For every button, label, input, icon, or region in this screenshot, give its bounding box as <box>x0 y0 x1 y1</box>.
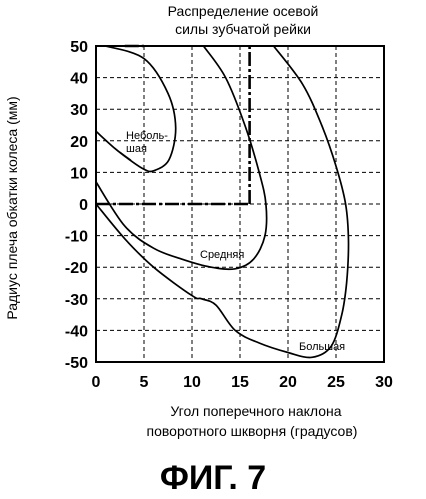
y-tick-label: -30 <box>65 292 88 309</box>
x-axis-label-line-1: Угол поперечного наклона <box>170 403 341 419</box>
series-label-large: Большая <box>299 341 345 353</box>
y-axis-ticks: -50 -40 -30 -20 -10 0 10 20 30 40 50 <box>65 39 88 372</box>
boundary-lines <box>96 46 250 204</box>
y-tick-label: 10 <box>70 165 88 182</box>
y-tick-label: 40 <box>70 71 88 88</box>
y-tick-label: 30 <box>70 102 88 119</box>
y-axis-label: Радиус плеча обкатки колеса (мм) <box>4 96 20 319</box>
figure-label: ФИГ. 7 <box>160 459 266 497</box>
x-axis-ticks: 0 5 10 15 20 25 30 <box>92 374 393 391</box>
y-tick-label: -20 <box>65 260 88 277</box>
series-label-small: шая <box>126 143 147 155</box>
chart-title-line-1: Распределение осевой <box>168 3 319 19</box>
series-line-large <box>96 46 349 357</box>
series-group: Неболь-шая Средняя Большая <box>96 46 349 357</box>
y-tick-label: -50 <box>65 355 88 372</box>
x-tick-label: 5 <box>140 374 149 391</box>
y-tick-label: 20 <box>70 134 88 151</box>
x-tick-label: 0 <box>92 374 101 391</box>
x-axis-label-line-2: поворотного шкворня (градусов) <box>147 423 358 439</box>
y-tick-label: -10 <box>65 229 88 246</box>
x-tick-label: 10 <box>183 374 201 391</box>
x-tick-label: 25 <box>327 374 345 391</box>
x-tick-label: 15 <box>231 374 249 391</box>
x-tick-label: 30 <box>375 374 393 391</box>
x-tick-label: 20 <box>279 374 297 391</box>
y-tick-label: 50 <box>70 39 88 56</box>
y-tick-label: -40 <box>65 323 88 340</box>
series-label-medium: Средняя <box>200 249 244 261</box>
chart-title-line-2: силы зубчатой рейки <box>175 21 311 37</box>
y-tick-label: 0 <box>79 197 88 214</box>
series-label-small: Неболь- <box>126 130 168 142</box>
